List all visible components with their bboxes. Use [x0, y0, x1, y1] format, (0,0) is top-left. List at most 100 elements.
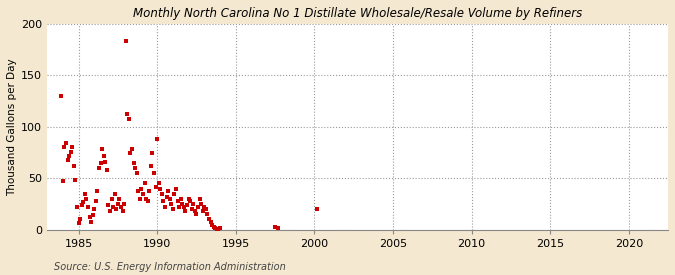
Point — [108, 205, 119, 209]
Point — [172, 199, 183, 203]
Point — [127, 147, 138, 152]
Point — [132, 171, 142, 175]
Point — [269, 224, 280, 229]
Point — [63, 153, 74, 158]
Point — [101, 168, 112, 172]
Point — [157, 192, 167, 196]
Point — [67, 145, 78, 150]
Title: Monthly North Carolina No 1 Distillate Wholesale/Resale Volume by Refiners: Monthly North Carolina No 1 Distillate W… — [133, 7, 583, 20]
Point — [209, 224, 219, 229]
Point — [95, 161, 106, 165]
Point — [70, 178, 81, 183]
Point — [145, 164, 156, 168]
Point — [73, 220, 84, 225]
Point — [61, 141, 72, 145]
Point — [144, 188, 155, 193]
Point — [76, 203, 87, 207]
Point — [155, 186, 165, 191]
Point — [87, 213, 98, 218]
Text: Source: U.S. Energy Information Administration: Source: U.S. Energy Information Administ… — [54, 262, 286, 272]
Point — [86, 219, 97, 224]
Point — [204, 217, 215, 222]
Point — [103, 203, 114, 207]
Point — [56, 94, 67, 98]
Point — [153, 181, 164, 186]
Point — [99, 153, 109, 158]
Point — [80, 192, 90, 196]
Point — [128, 161, 139, 165]
Point — [78, 200, 88, 204]
Point — [186, 207, 197, 211]
Point — [82, 205, 93, 209]
Point — [178, 205, 189, 209]
Point — [106, 197, 117, 201]
Point — [211, 227, 222, 231]
Point — [117, 209, 128, 213]
Point — [65, 149, 76, 154]
Point — [147, 150, 158, 155]
Point — [140, 197, 151, 201]
Point — [68, 164, 79, 168]
Point — [182, 203, 192, 207]
Point — [81, 197, 92, 201]
Point — [105, 209, 115, 213]
Point — [92, 188, 103, 193]
Point — [148, 171, 159, 175]
Point — [200, 207, 211, 211]
Point — [75, 217, 86, 222]
Point — [130, 166, 140, 170]
Point — [161, 195, 172, 199]
Point — [158, 199, 169, 203]
Point — [196, 202, 207, 206]
Point — [136, 186, 147, 191]
Point — [114, 197, 125, 201]
Point — [192, 205, 203, 209]
Point — [120, 39, 131, 44]
Point — [191, 212, 202, 216]
Point — [215, 226, 225, 230]
Point — [57, 179, 68, 184]
Point — [166, 202, 177, 206]
Point — [185, 199, 196, 203]
Point — [202, 212, 213, 216]
Point — [188, 202, 198, 206]
Point — [194, 197, 205, 201]
Point — [100, 160, 111, 164]
Point — [122, 112, 133, 117]
Point — [167, 207, 178, 211]
Point — [190, 209, 200, 213]
Point — [199, 205, 210, 209]
Point — [111, 207, 122, 211]
Point — [180, 209, 191, 213]
Point — [207, 222, 217, 227]
Point — [197, 209, 208, 213]
Point — [213, 228, 224, 232]
Point — [142, 199, 153, 203]
Point — [97, 147, 107, 152]
Point — [124, 116, 134, 121]
Point — [119, 202, 130, 206]
Point — [150, 184, 161, 189]
Point — [138, 192, 148, 196]
Point — [159, 205, 170, 209]
Point — [164, 197, 175, 201]
Point — [125, 150, 136, 155]
Point — [113, 202, 124, 206]
Point — [134, 197, 145, 201]
Point — [176, 197, 186, 201]
Point — [109, 192, 120, 196]
Point — [177, 202, 188, 206]
Point — [273, 226, 284, 230]
Point — [205, 219, 216, 224]
Point — [163, 188, 173, 193]
Point — [90, 199, 101, 203]
Point — [84, 215, 95, 220]
Point — [59, 145, 70, 150]
Point — [89, 207, 100, 211]
Point — [183, 197, 194, 201]
Point — [171, 186, 182, 191]
Point — [173, 205, 184, 209]
Point — [72, 205, 82, 209]
Point — [210, 226, 221, 230]
Point — [312, 207, 323, 211]
